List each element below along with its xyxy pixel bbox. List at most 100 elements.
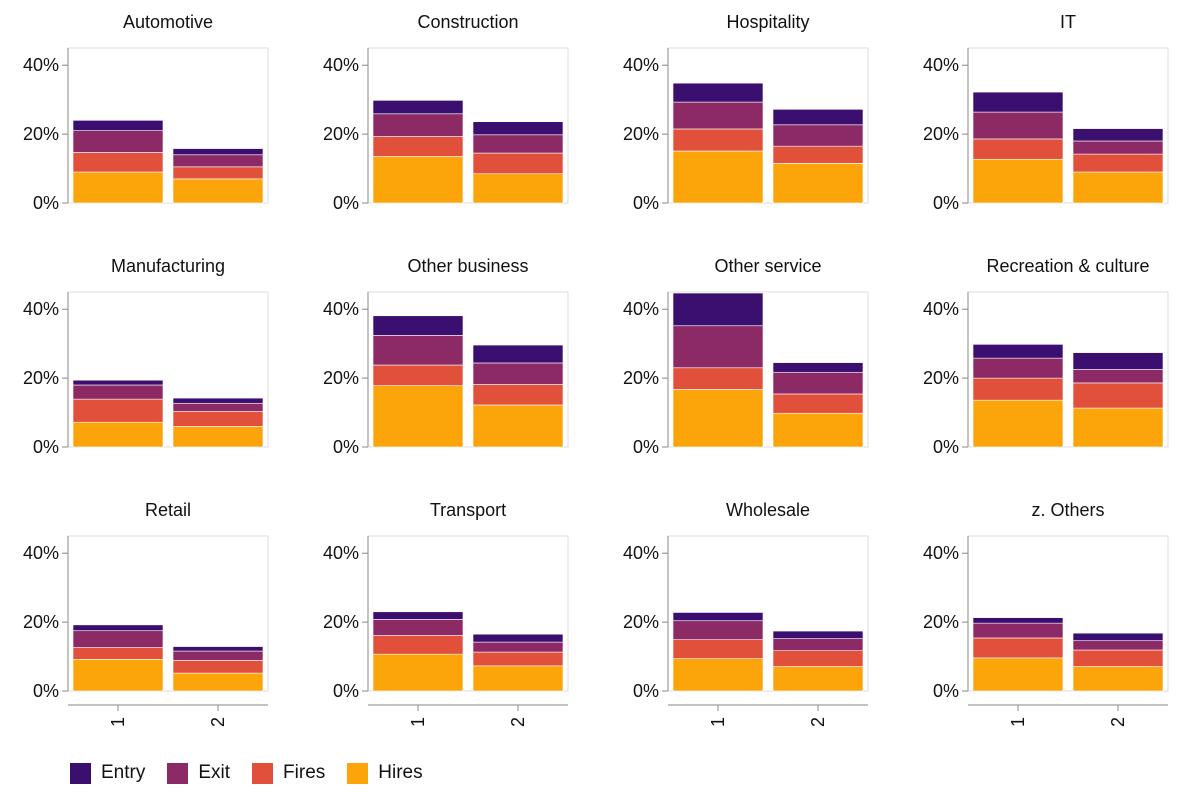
bar-retail-1-fires <box>72 647 164 660</box>
y-tick-label-other-business-1: 20% <box>323 368 359 388</box>
bar-automotive-1-exit <box>72 130 164 153</box>
bar-construction-2-hires <box>472 173 564 204</box>
x-tick-label-transport-1: 1 <box>408 717 428 727</box>
y-tick-label-retail-2: 40% <box>23 543 59 563</box>
y-tick-label-construction-1: 20% <box>323 124 359 144</box>
x-tick-label-z-others-1: 1 <box>1008 717 1028 727</box>
bar-it-2-exit <box>1072 140 1164 155</box>
bar-other-business-1-entry <box>372 315 464 336</box>
bar-wholesale-2-entry <box>772 630 864 639</box>
bar-other-service-2-entry <box>772 362 864 373</box>
bar-manufacturing-2-hires <box>172 426 264 448</box>
y-tick-label-automotive-1: 20% <box>23 124 59 144</box>
facet-title-recreation-culture: Recreation & culture <box>986 256 1149 276</box>
y-tick-label-hospitality-1: 20% <box>623 124 659 144</box>
bar-other-business-2-hires <box>472 404 564 448</box>
facet-title-z-others: z. Others <box>1031 500 1104 520</box>
y-tick-label-construction-2: 40% <box>323 55 359 75</box>
y-tick-label-wholesale-2: 40% <box>623 543 659 563</box>
bar-wholesale-2-fires <box>772 650 864 667</box>
faceted-stacked-bar-chart: Automotive0%20%40%Construction0%20%40%Ho… <box>23 12 1169 727</box>
bar-wholesale-1-entry <box>672 612 764 622</box>
bar-recreation-culture-1-fires <box>972 377 1064 401</box>
y-tick-label-recreation-culture-0: 0% <box>933 437 959 457</box>
bar-retail-2-exit <box>172 650 264 661</box>
bar-retail-1-entry <box>72 624 164 632</box>
y-tick-label-transport-0: 0% <box>333 681 359 701</box>
bar-automotive-2-exit <box>172 154 264 168</box>
facet-title-retail: Retail <box>145 500 191 520</box>
bar-construction-1-hires <box>372 156 464 204</box>
bar-it-1-exit <box>972 111 1064 140</box>
y-tick-label-automotive-0: 0% <box>33 193 59 213</box>
bar-it-2-fires <box>1072 153 1164 173</box>
x-tick-label-wholesale-1: 1 <box>708 717 728 727</box>
bar-other-business-2-fires <box>472 384 564 406</box>
bar-z-others-2-entry <box>1072 632 1164 642</box>
bar-automotive-2-fires <box>172 166 264 180</box>
legend-label-hires: Hires <box>378 762 423 783</box>
y-tick-label-construction-0: 0% <box>333 193 359 213</box>
bar-recreation-culture-2-entry <box>1072 352 1164 370</box>
legend-swatch-hires <box>347 762 369 784</box>
bar-automotive-1-entry <box>72 120 164 131</box>
bar-it-2-entry <box>1072 128 1164 142</box>
y-tick-label-it-0: 0% <box>933 193 959 213</box>
bar-retail-2-entry <box>172 646 264 652</box>
bar-transport-1-hires <box>372 653 464 692</box>
bar-other-service-2-exit <box>772 371 864 395</box>
bar-transport-2-hires <box>472 665 564 692</box>
y-tick-label-other-service-1: 20% <box>623 368 659 388</box>
bar-transport-2-exit <box>472 641 564 653</box>
y-tick-label-recreation-culture-2: 40% <box>923 299 959 319</box>
bar-retail-1-exit <box>72 630 164 648</box>
bar-hospitality-2-hires <box>772 163 864 204</box>
x-tick-label-z-others-2: 2 <box>1108 717 1128 727</box>
facet-title-manufacturing: Manufacturing <box>111 256 225 276</box>
y-tick-label-hospitality-0: 0% <box>633 193 659 213</box>
legend-label-entry: Entry <box>101 762 146 783</box>
y-tick-label-transport-1: 20% <box>323 612 359 632</box>
bar-construction-2-entry <box>472 121 564 136</box>
bar-it-1-hires <box>972 158 1064 204</box>
bar-other-business-1-fires <box>372 364 464 386</box>
legend-item-fires: Fires <box>252 762 325 784</box>
bar-manufacturing-1-exit <box>72 384 164 400</box>
y-tick-label-z-others-0: 0% <box>933 681 959 701</box>
bar-transport-2-entry <box>472 633 564 643</box>
y-tick-label-other-service-2: 40% <box>623 299 659 319</box>
bar-other-business-1-exit <box>372 335 464 366</box>
y-tick-label-wholesale-1: 20% <box>623 612 659 632</box>
bar-z-others-2-hires <box>1072 666 1164 692</box>
bar-hospitality-1-hires <box>672 150 764 204</box>
legend-label-fires: Fires <box>283 762 326 783</box>
legend-swatch-exit <box>167 762 189 784</box>
legend-swatch-entry <box>70 762 91 784</box>
bar-automotive-1-fires <box>72 152 164 173</box>
bar-recreation-culture-1-exit <box>972 357 1064 379</box>
bar-construction-1-fires <box>372 136 464 157</box>
y-tick-label-manufacturing-2: 40% <box>23 299 59 319</box>
y-tick-label-retail-0: 0% <box>33 681 59 701</box>
y-tick-label-manufacturing-0: 0% <box>33 437 59 457</box>
bar-transport-2-fires <box>472 651 564 667</box>
bar-manufacturing-1-entry <box>72 379 164 386</box>
bar-z-others-2-fires <box>1072 649 1164 667</box>
bar-hospitality-1-exit <box>672 101 764 130</box>
bar-wholesale-2-hires <box>772 666 864 692</box>
legend-swatch-fires <box>252 762 274 784</box>
facet-title-it: IT <box>1060 12 1076 32</box>
bar-construction-1-exit <box>372 113 464 137</box>
bar-it-1-fires <box>972 138 1064 160</box>
facet-title-other-service: Other service <box>714 256 821 276</box>
bar-wholesale-1-exit <box>672 620 764 640</box>
bar-other-service-1-entry <box>672 292 764 327</box>
bar-other-business-2-entry <box>472 344 564 364</box>
x-tick-label-retail-2: 2 <box>208 717 228 727</box>
bar-other-service-1-exit <box>672 325 764 369</box>
y-tick-label-automotive-2: 40% <box>23 55 59 75</box>
bar-wholesale-2-exit <box>772 638 864 652</box>
bar-z-others-1-entry <box>972 617 1064 624</box>
y-tick-label-manufacturing-1: 20% <box>23 368 59 388</box>
x-tick-label-retail-1: 1 <box>108 717 128 727</box>
